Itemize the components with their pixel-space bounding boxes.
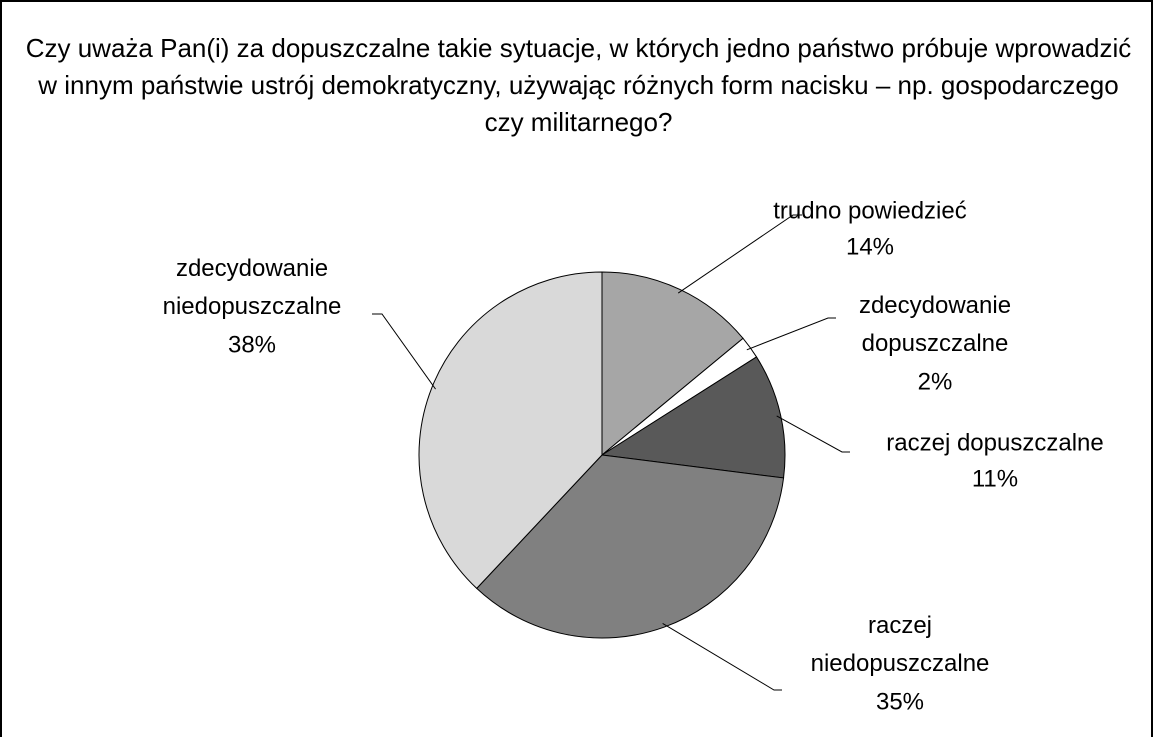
category-label: zdecydowanie dopuszczalne bbox=[859, 292, 1011, 357]
pie-slice bbox=[600, 356, 786, 479]
leader-line bbox=[746, 317, 836, 351]
leader-line bbox=[372, 313, 436, 390]
value-label: 35% bbox=[876, 688, 924, 715]
chart-title: Czy uważa Pan(i) za dopuszczalne takie s… bbox=[25, 33, 1132, 137]
value-label: 2% bbox=[918, 368, 953, 395]
category-label: raczej dopuszczalne bbox=[886, 429, 1103, 456]
pie-slice bbox=[418, 271, 603, 590]
value-label: 14% bbox=[846, 233, 894, 260]
category-label: raczej niedopuszczalne bbox=[811, 612, 990, 677]
value-label: 11% bbox=[972, 465, 1018, 492]
pie-slice bbox=[476, 454, 785, 639]
category-label: trudno powiedzieć bbox=[773, 197, 966, 224]
leader-line bbox=[776, 415, 850, 453]
category-label: zdecydowanie niedopuszczalne bbox=[163, 255, 342, 320]
leader-line bbox=[662, 622, 782, 691]
pie-slice bbox=[601, 271, 744, 457]
leader-line bbox=[677, 214, 802, 294]
value-label: 38% bbox=[228, 331, 276, 358]
